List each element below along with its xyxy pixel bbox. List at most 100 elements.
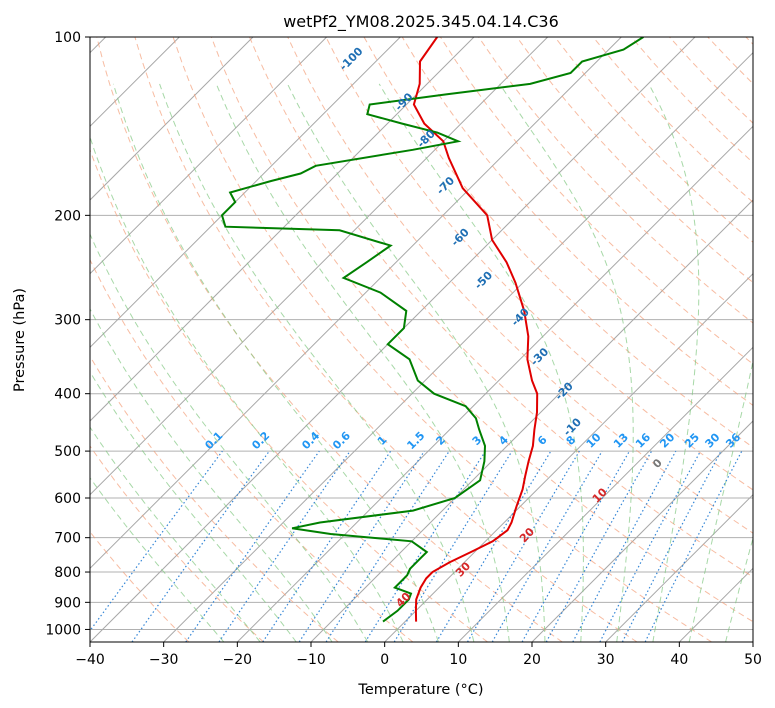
y-tick-label: 700 [54,531,81,547]
mixing-ratio-line [218,450,351,642]
moist-adiabat-line [725,536,753,642]
isotherm-line [384,272,753,642]
moist-adiabat-line [287,83,546,642]
mixing-ratio-line [393,450,513,642]
isotherm-line [310,199,753,642]
mixing-ratio-line [90,450,223,632]
x-tick-label: 10 [449,652,467,668]
isotherm-line [90,37,549,496]
profile-lines [220,37,644,623]
mixing-ratio-line [262,450,392,642]
dry-adiabat-label: -20 [553,379,576,402]
dry-adiabat-label: -10 [561,415,584,438]
dry-adiabat-line [90,258,414,642]
plot-frame [89,36,754,643]
dewpoint-line [220,37,644,623]
y-tick-label: 200 [54,208,81,224]
dry-adiabat-label: -90 [392,90,415,113]
y-tick-label: 100 [54,30,81,46]
dry-adiabat-line [745,37,753,45]
dry-adiabat-line [210,37,753,623]
dry-adiabat-line [96,37,563,642]
y-tick-label: 400 [54,387,81,403]
isotherm-line [90,37,328,275]
mixing-ratio-line [185,450,320,642]
isotherm-line [752,641,753,642]
moist-adiabat-line [90,135,404,642]
mixing-ratio-label: 1.5 [404,429,427,452]
isotherm-line [236,125,753,642]
x-tick-label: 40 [670,652,688,668]
mixing-ratio-line [364,450,486,642]
dry-adiabat-line [134,37,638,642]
moist-adiabat-line [648,83,700,642]
mixing-ratio-line [572,450,677,642]
dry-adiabat-line [325,37,753,491]
moist-adiabat-label: 20 [517,525,537,545]
mixing-ratio-label: 0.2 [249,429,272,452]
axes: −40 −30 −20 −10 0 10 20 30 40 5010020030040050060… [45,30,762,668]
y-tick-label: 500 [54,444,81,460]
moist-adiabat-line [90,426,261,642]
isotherm-line [163,51,753,642]
dry-adiabat-line [669,37,753,124]
x-tick-label: −20 [223,652,253,668]
mixing-ratio-label: 10 [584,430,604,450]
moist-adiabat-line [90,232,369,642]
dry-adiabat-line [287,37,753,534]
moist-adiabat-line [499,83,634,642]
dry-adiabat-line [439,37,753,365]
dry-adiabat-line [707,37,753,85]
mixing-ratio-label: 1 [375,433,390,448]
isotherm-line [90,37,475,422]
isotherm-line [90,37,622,570]
x-tick-label: 0 [380,652,389,668]
moist-adiabat-label: 10 [590,485,610,505]
mixing-ratio-label: 30 [703,430,723,450]
x-tick-label: 20 [523,652,541,668]
temperature-line [412,37,539,622]
dry-adiabat-label: -70 [434,174,457,197]
mixing-ratio-label: 25 [682,431,702,451]
line-labels: 0.1 0.2 0.4 0.6 1 1.5 2 3 4 6 8 10 13 16 20 25 30 36-100-… [202,44,743,609]
mixing-ratio-label: 16 [633,430,653,450]
dry-adiabat-line [592,37,753,203]
mixing-ratio-line [521,450,631,642]
moist-adiabat-line [112,83,439,642]
mixing-ratio-line [325,450,450,642]
mixing-ratio-label: 13 [611,431,631,451]
dry-adiabat-label: -100 [337,44,366,73]
isotherm-line [678,567,753,642]
dry-adiabat-label: -50 [472,269,495,292]
y-axis-label: Pressure (hPa) [12,288,28,392]
x-axis-label: Temperature (°C) [357,682,483,698]
mixing-ratio-line [545,450,653,642]
isotherm-line [605,493,753,642]
mixing-ratio-label: 6 [535,433,550,448]
mixing-ratio-label: 0.1 [202,429,225,452]
dry-adiabat-line [90,445,264,642]
moist-adiabat-line [215,83,510,642]
y-tick-label: 1000 [45,622,81,638]
dry-adiabat-line [90,531,190,642]
mixing-ratio-label: 2 [433,433,448,448]
background-lines [90,37,753,642]
dry-adiabat-line [249,37,753,578]
x-tick-label: −10 [296,652,326,668]
y-tick-label: 300 [54,313,81,329]
x-tick-label: −30 [149,652,179,668]
x-tick-label: 30 [597,652,615,668]
dry-adiabat-line [554,37,753,243]
mixing-ratio-label: 0.4 [299,429,322,452]
moist-adiabat-label: 0 [650,456,665,471]
moist-adiabat-line [159,83,475,642]
dry-adiabat-line [516,37,753,284]
moist-adiabat-line [90,476,225,642]
y-tick-label: 800 [54,565,81,581]
mixing-ratio-line [435,450,552,642]
dry-adiabat-line [90,355,339,642]
moist-adiabat-line [90,370,297,642]
x-tick-label: −40 [75,652,105,668]
dry-adiabat-line [172,37,712,642]
